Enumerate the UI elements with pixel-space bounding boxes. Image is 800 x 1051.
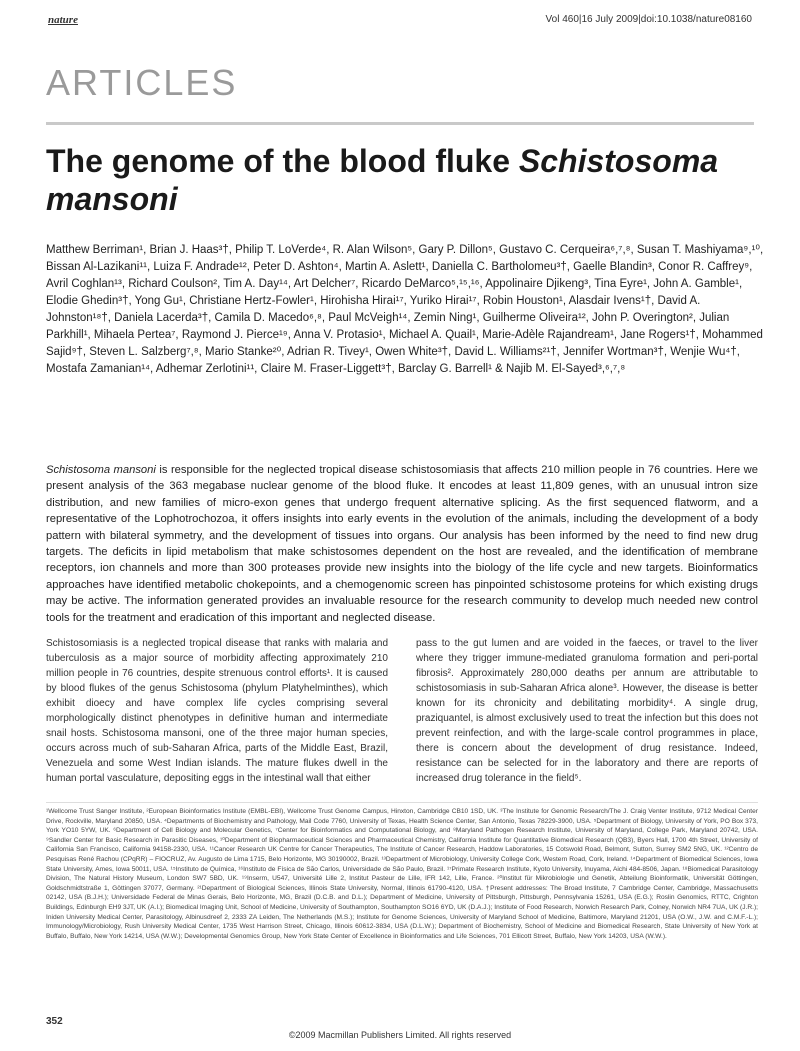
abstract-text: is responsible for the neglected tropica… [46, 464, 758, 624]
page-number: 352 [46, 1016, 63, 1027]
copyright-line: ©2009 Macmillan Publishers Limited. All … [288, 1030, 512, 1040]
author-list: Matthew Berriman¹, Brian J. Haas³†, Phil… [46, 244, 764, 375]
affiliations-footnotes: ¹Wellcome Trust Sanger Institute, ²Europ… [46, 802, 758, 941]
journal-logo: nature [48, 14, 78, 26]
body-column-left: Schistosomiasis is a neglected tropical … [46, 638, 388, 784]
section-label: ARTICLES [46, 62, 238, 103]
page-header: nature Vol 460|16 July 2009|doi:10.1038/… [48, 14, 752, 28]
title-species: Schistosoma mansoni [46, 143, 719, 217]
title-main: The genome of the blood fluke [46, 143, 519, 179]
body-column-right: pass to the gut lumen and are voided in … [416, 638, 758, 784]
abstract-species: Schistosoma mansoni [46, 464, 156, 476]
article-title: The genome of the blood fluke Schistosom… [46, 142, 766, 218]
citation-line: Vol 460|16 July 2009|doi:10.1038/nature0… [545, 14, 752, 25]
section-rule [46, 122, 754, 125]
abstract: Schistosoma mansoni is responsible for t… [46, 462, 758, 626]
